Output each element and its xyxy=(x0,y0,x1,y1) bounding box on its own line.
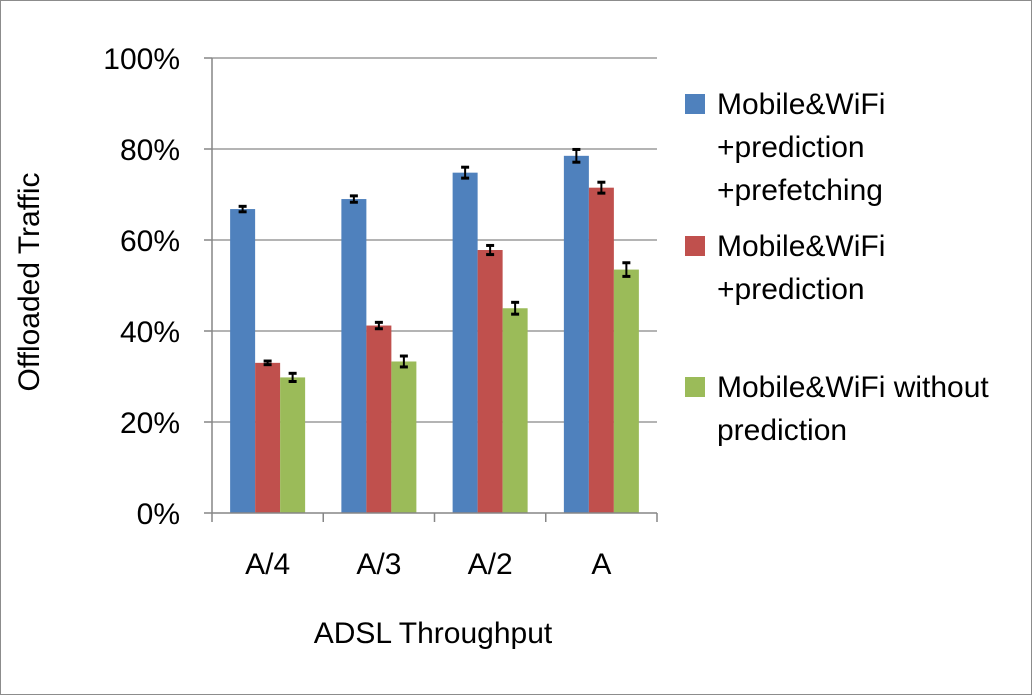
x-tick-label: A/3 xyxy=(356,548,401,581)
bar xyxy=(502,308,528,513)
bar xyxy=(341,199,367,514)
bar xyxy=(280,377,306,513)
legend-label: prediction xyxy=(717,414,847,447)
bar xyxy=(613,269,639,513)
bar xyxy=(391,361,417,513)
legend-label: Mobile&WiFi xyxy=(717,230,885,263)
legend-label: +prefetching xyxy=(717,174,883,207)
x-tick-label: A/4 xyxy=(245,548,290,581)
bar xyxy=(588,187,614,514)
y-tick-label: 0% xyxy=(137,498,180,531)
legend-label: +prediction xyxy=(717,273,865,306)
y-tick-label: 80% xyxy=(120,134,180,167)
bar xyxy=(255,362,281,513)
y-tick-label: 60% xyxy=(120,225,180,258)
legend-swatch xyxy=(685,236,705,256)
bar xyxy=(230,209,256,513)
x-tick-label: A xyxy=(591,548,611,581)
y-tick-label: 20% xyxy=(120,407,180,440)
y-axis-title: Offloaded Traffic xyxy=(13,172,46,391)
x-axis-title: ADSL Throughput xyxy=(314,617,553,650)
axes xyxy=(204,57,658,522)
legend-swatch xyxy=(685,377,705,397)
x-tick-label: A/2 xyxy=(468,548,513,581)
bar xyxy=(366,325,392,513)
legend-label: Mobile&WiFi xyxy=(717,88,885,121)
legend-label: +prediction xyxy=(717,131,865,164)
legend-swatch xyxy=(685,94,705,114)
y-tick-label: 100% xyxy=(103,43,180,76)
bar xyxy=(452,172,478,513)
legend-label: Mobile&WiFi without xyxy=(717,371,989,404)
legend: Mobile&WiFi +prediction +prefetching Mobile… xyxy=(685,88,989,447)
y-tick-label: 40% xyxy=(120,316,180,349)
x-tick-labels: A/4 A/3 A/2 A xyxy=(245,548,611,581)
bar xyxy=(477,250,503,513)
bars xyxy=(230,155,639,514)
error-bars xyxy=(238,147,631,384)
bar xyxy=(563,155,589,513)
y-tick-labels: 0% 20% 40% 60% 80% 100% xyxy=(103,43,180,531)
